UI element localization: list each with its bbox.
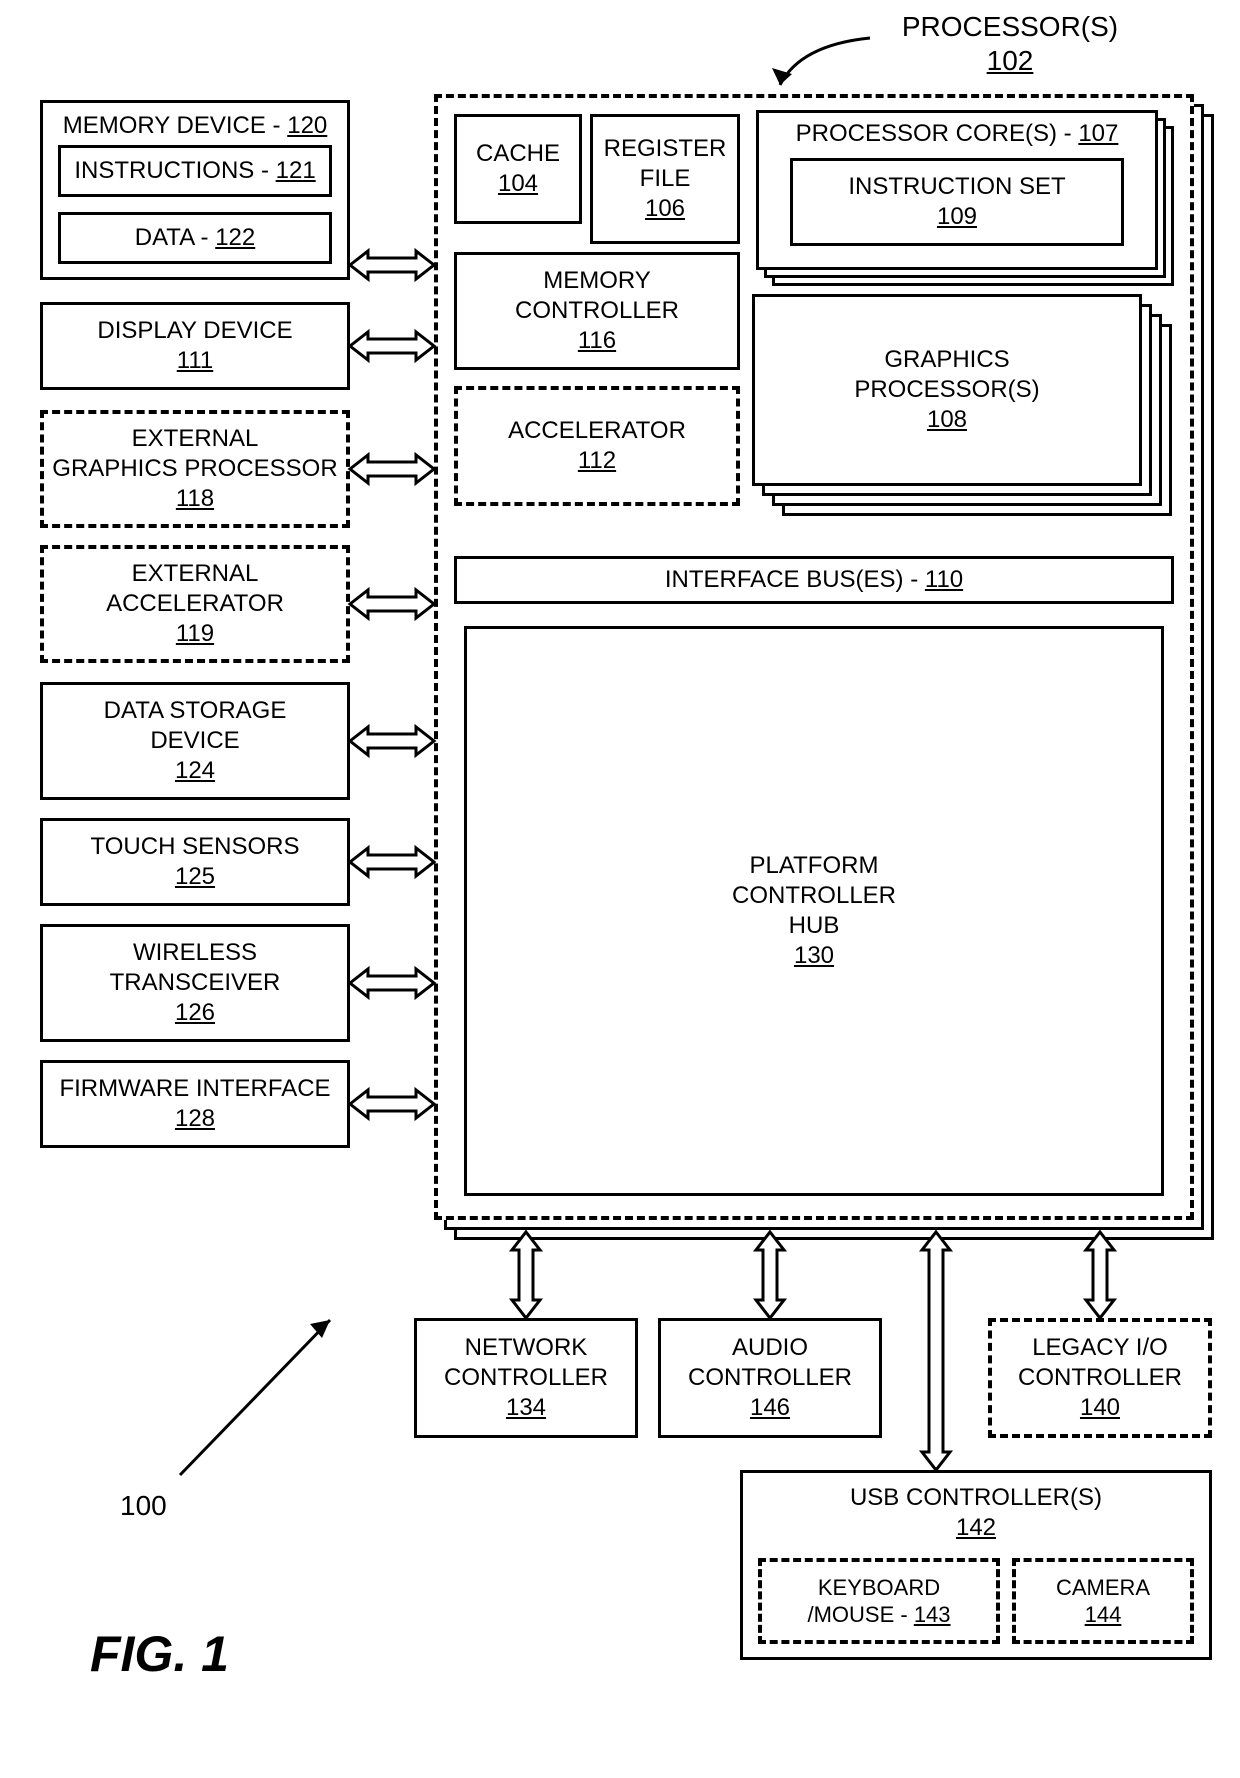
instructions-box: INSTRUCTIONS - 121	[58, 145, 332, 197]
regfile-ref: 106	[645, 194, 685, 224]
processor-pointer-arrow	[770, 30, 880, 100]
arrow-usb	[916, 1232, 956, 1470]
audio-ref: 146	[750, 1393, 790, 1423]
audio-label: AUDIO CONTROLLER	[688, 1333, 852, 1393]
pch-box: PLATFORM CONTROLLER HUB 130	[464, 626, 1164, 1196]
usb-label: USB CONTROLLER(S)	[850, 1483, 1102, 1513]
memctrl-ref: 116	[578, 326, 616, 356]
pch-label: PLATFORM CONTROLLER HUB	[732, 851, 896, 941]
kbd-ref: 143	[914, 1602, 951, 1627]
instr-set-box: INSTRUCTION SET 109	[790, 158, 1124, 246]
touch-box: TOUCH SENSORS 125	[40, 818, 350, 906]
arrow-display	[350, 326, 434, 366]
pch-ref: 130	[794, 941, 834, 971]
cache-label: CACHE	[476, 139, 560, 169]
display-device-ref: 111	[177, 346, 213, 376]
arrow-mem	[350, 245, 434, 285]
accel-box: ACCELERATOR 112	[454, 386, 740, 506]
regfile-label: REGISTER FILE	[604, 134, 727, 194]
data-ref: 122	[215, 224, 255, 251]
memctrl-box: MEMORY CONTROLLER 116	[454, 252, 740, 370]
net-ref: 134	[506, 1393, 546, 1423]
cache-box: CACHE 104	[454, 114, 582, 224]
system-ref: 100	[120, 1490, 167, 1522]
cores-ref: 107	[1078, 120, 1118, 147]
instructions-label: INSTRUCTIONS -	[74, 157, 275, 184]
arrow-touch	[350, 842, 434, 882]
arrow-net	[506, 1232, 546, 1318]
arrow-legacy	[1080, 1232, 1120, 1318]
legacy-box: LEGACY I/O CONTROLLER 140	[988, 1318, 1212, 1438]
instr-set-ref: 109	[937, 202, 977, 232]
accel-ref: 112	[578, 446, 616, 476]
memctrl-label: MEMORY CONTROLLER	[515, 266, 679, 326]
system-ref-arrow	[160, 1300, 360, 1490]
arrow-firmware	[350, 1084, 434, 1124]
bus-box: INTERFACE BUS(ES) - 110	[454, 556, 1174, 604]
firmware-ref: 128	[175, 1104, 215, 1134]
cam-label: CAMERA	[1056, 1574, 1150, 1602]
display-device-label: DISPLAY DEVICE	[97, 316, 292, 346]
regfile-box: REGISTER FILE 106	[590, 114, 740, 244]
wireless-box: WIRELESS TRANSCEIVER 126	[40, 924, 350, 1042]
touch-label: TOUCH SENSORS	[91, 832, 300, 862]
firmware-box: FIRMWARE INTERFACE 128	[40, 1060, 350, 1148]
cam-box: CAMERA 144	[1012, 1558, 1194, 1644]
gfx-ref: 108	[927, 405, 967, 435]
memory-device-ref: 120	[287, 112, 327, 139]
data-box: DATA - 122	[58, 212, 332, 264]
ext-accel-ref: 119	[176, 619, 214, 649]
wireless-label: WIRELESS TRANSCEIVER	[110, 938, 281, 998]
legacy-ref: 140	[1080, 1393, 1120, 1423]
cores-label: PROCESSOR CORE(S) -	[796, 120, 1079, 147]
net-label: NETWORK CONTROLLER	[444, 1333, 608, 1393]
accel-label: ACCELERATOR	[508, 416, 686, 446]
gfx-box: GRAPHICS PROCESSOR(S) 108	[752, 294, 1142, 486]
touch-ref: 125	[175, 862, 215, 892]
data-storage-label: DATA STORAGE DEVICE	[104, 696, 287, 756]
ext-gfx-ref: 118	[176, 484, 214, 514]
arrow-audio	[750, 1232, 790, 1318]
usb-ref: 142	[956, 1513, 996, 1543]
firmware-label: FIRMWARE INTERFACE	[59, 1074, 330, 1104]
kbd-box: KEYBOARD /MOUSE - 143	[758, 1558, 1000, 1644]
bus-label: INTERFACE BUS(ES) -	[665, 566, 925, 593]
cam-ref: 144	[1085, 1601, 1122, 1629]
processor-header: PROCESSOR(S) 102	[880, 10, 1140, 77]
legacy-label: LEGACY I/O CONTROLLER	[1018, 1333, 1182, 1393]
wireless-ref: 126	[175, 998, 215, 1028]
ext-gfx-box: EXTERNAL GRAPHICS PROCESSOR 118	[40, 410, 350, 528]
instructions-ref: 121	[276, 157, 316, 184]
ext-gfx-label: EXTERNAL GRAPHICS PROCESSOR	[52, 424, 337, 484]
data-label: DATA -	[135, 224, 215, 251]
data-storage-box: DATA STORAGE DEVICE 124	[40, 682, 350, 800]
display-device-box: DISPLAY DEVICE 111	[40, 302, 350, 390]
processor-header-ref: 102	[987, 45, 1034, 76]
net-box: NETWORK CONTROLLER 134	[414, 1318, 638, 1438]
cache-ref: 104	[498, 169, 538, 199]
memory-device-label: MEMORY DEVICE -	[63, 112, 287, 139]
figure-label: FIG. 1	[90, 1625, 229, 1683]
instr-set-label: INSTRUCTION SET	[848, 172, 1065, 202]
audio-box: AUDIO CONTROLLER 146	[658, 1318, 882, 1438]
gfx-label: GRAPHICS PROCESSOR(S)	[854, 345, 1039, 405]
arrow-storage	[350, 721, 434, 761]
arrow-extgfx	[350, 449, 434, 489]
data-storage-ref: 124	[175, 756, 215, 786]
arrow-extaccel	[350, 584, 434, 624]
ext-accel-box: EXTERNAL ACCELERATOR 119	[40, 545, 350, 663]
bus-ref: 110	[925, 566, 963, 593]
ext-accel-label: EXTERNAL ACCELERATOR	[106, 559, 284, 619]
arrow-wireless	[350, 963, 434, 1003]
processor-header-label: PROCESSOR(S)	[902, 11, 1118, 42]
